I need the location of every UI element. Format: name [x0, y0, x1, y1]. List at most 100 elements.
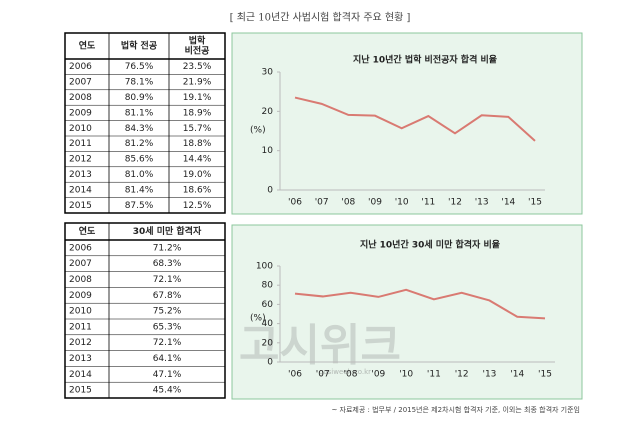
source-note: ~ 자료제공 : 법무부 / 2015년은 제2차시험 합격자 기준, 이외는 …	[331, 405, 580, 414]
x-tick-label: '08	[341, 198, 355, 208]
table-border	[64, 32, 226, 214]
table-cell: 2008	[69, 93, 92, 103]
y-tick-label: 60	[262, 300, 274, 310]
table-cell: 19.1%	[183, 93, 212, 103]
table-cell: 12.5%	[183, 201, 212, 211]
y-tick-label: 80	[262, 281, 274, 291]
y-axis-label: (%)	[250, 126, 266, 136]
table-cell: 18.8%	[183, 139, 212, 149]
table-cell: 2015	[69, 386, 92, 396]
table-cell: 81.0%	[125, 170, 154, 180]
table-cell: 2012	[69, 155, 92, 165]
table-cell: 84.3%	[125, 124, 154, 134]
table-cell: 15.7%	[183, 124, 212, 134]
table-cell: 72.1%	[153, 275, 182, 285]
table-cell: 18.9%	[183, 108, 212, 118]
table-cell: 80.9%	[125, 93, 154, 103]
y-tick-label: 40	[262, 319, 274, 329]
table-cell: 2014	[69, 370, 92, 380]
x-tick-label: '12	[448, 198, 462, 208]
x-tick-label: '15	[528, 198, 542, 208]
table-cell: 21.9%	[183, 78, 212, 88]
table-cell: 2013	[69, 354, 92, 364]
table-cell: 78.1%	[125, 78, 154, 88]
x-tick-label: '10	[395, 198, 409, 208]
x-tick-label: '14	[510, 370, 524, 380]
table-cell: 2009	[69, 108, 92, 118]
table-header: 연도	[79, 226, 96, 237]
table-cell: 2008	[69, 275, 92, 285]
y-tick-label: 10	[262, 146, 274, 156]
x-tick-label: '06	[288, 370, 302, 380]
table-header: 비전공	[185, 45, 210, 57]
chart-title: 지난 10년간 30세 미만 합격자 비율	[360, 239, 500, 251]
table-cell: 14.4%	[183, 155, 212, 165]
table-cell: 81.4%	[125, 185, 154, 195]
table-cell: 2010	[69, 307, 92, 317]
table-header: 연도	[79, 41, 96, 52]
y-tick-label: 30	[262, 68, 274, 78]
x-tick-label: '14	[501, 198, 515, 208]
table-cell: 81.1%	[125, 108, 154, 118]
y-tick-label: 20	[262, 107, 274, 117]
x-tick-label: '06	[288, 198, 302, 208]
y-tick-label: 0	[267, 186, 273, 196]
x-tick-label: '07	[316, 370, 330, 380]
x-tick-label: '11	[421, 198, 435, 208]
table-cell: 87.5%	[125, 201, 154, 211]
chart-panel	[231, 32, 583, 215]
table-header: 30세 미만 합격자	[133, 225, 202, 237]
table-cell: 2010	[69, 124, 92, 134]
y-axis-label: (%)	[250, 314, 266, 324]
table-cell: 2015	[69, 201, 92, 211]
table-cell: 75.2%	[153, 307, 182, 317]
table-cell: 2006	[69, 62, 92, 72]
watermark-url: gosiweek.co.kr	[319, 368, 371, 376]
table-cell: 2006	[69, 243, 92, 253]
table-cell: 2011	[69, 139, 92, 149]
table-cell: 23.5%	[183, 62, 212, 72]
table-cell: 45.4%	[153, 386, 182, 396]
line-series	[294, 96, 536, 142]
table-cell: 2013	[69, 170, 92, 180]
x-tick-label: '12	[455, 370, 469, 380]
table-cell: 19.0%	[183, 170, 212, 180]
table-header: 법학 전공	[121, 40, 157, 52]
x-tick-label: '13	[482, 370, 496, 380]
x-tick-label: '09	[371, 370, 385, 380]
table-cell: 85.6%	[125, 155, 154, 165]
table-border	[64, 222, 226, 399]
x-tick-label: '10	[399, 370, 413, 380]
table-cell: 72.1%	[153, 338, 182, 348]
table-cell: 2007	[69, 259, 92, 269]
table-cell: 2011	[69, 322, 92, 332]
x-tick-label: '11	[427, 370, 441, 380]
table-cell: 2012	[69, 338, 92, 348]
x-tick-label: '13	[475, 198, 489, 208]
chart-title: 지난 10년간 법학 비전공자 합격 비율	[353, 54, 497, 66]
x-tick-label: '15	[538, 370, 552, 380]
y-tick-label: 100	[256, 262, 273, 272]
table-header: 법학	[189, 35, 206, 47]
page-title: [ 최근 10년간 사법시험 합격자 주요 현황 ]	[230, 11, 411, 24]
table-cell: 18.6%	[183, 185, 212, 195]
table-cell: 2014	[69, 185, 92, 195]
x-tick-label: '08	[344, 370, 358, 380]
table-cell: 2007	[69, 78, 92, 88]
y-tick-label: 20	[262, 338, 274, 348]
table-cell: 81.2%	[125, 139, 154, 149]
x-tick-label: '07	[315, 198, 329, 208]
table-cell: 64.1%	[153, 354, 182, 364]
chart-panel	[231, 224, 583, 400]
y-tick-label: 0	[267, 358, 273, 368]
table-cell: 65.3%	[153, 322, 182, 332]
table-cell: 76.5%	[125, 62, 154, 72]
table-cell: 68.3%	[153, 259, 182, 269]
table-cell: 2009	[69, 291, 92, 301]
table-cell: 71.2%	[153, 243, 182, 253]
line-series	[294, 288, 546, 320]
x-tick-label: '09	[368, 198, 382, 208]
table-cell: 67.8%	[153, 291, 182, 301]
table-cell: 47.1%	[153, 370, 182, 380]
